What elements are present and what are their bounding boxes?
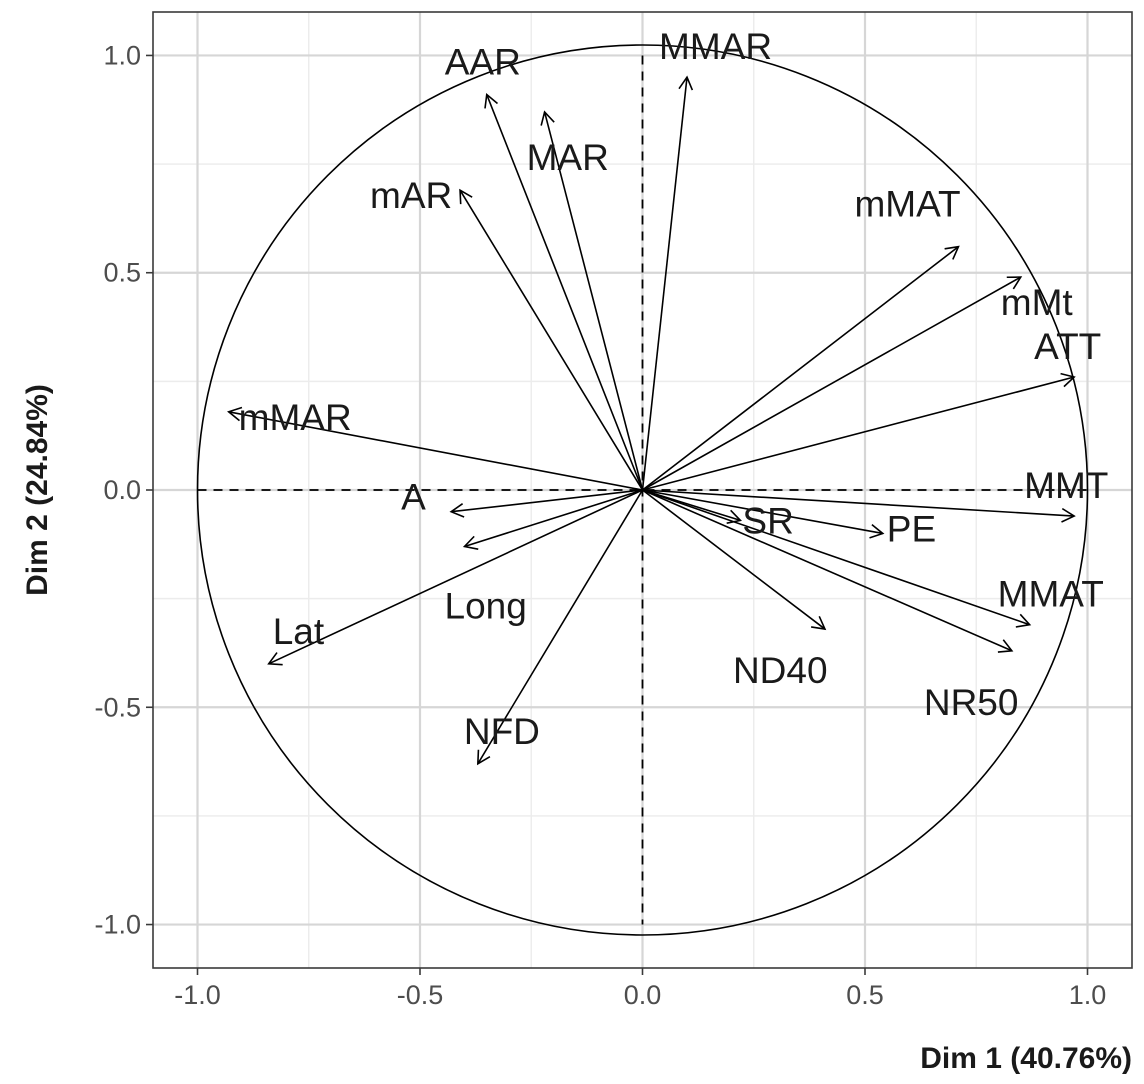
arrow-mmt [642, 489, 1075, 517]
arrow-mar [459, 189, 644, 491]
y-tick-label: 0.5 [103, 258, 141, 288]
x-tick-label: 0.0 [624, 980, 662, 1010]
x-tick-label: 1.0 [1069, 980, 1107, 1010]
arrow-mmar [228, 410, 643, 491]
label-mmat: MMAT [998, 574, 1104, 615]
label-mmat: mMAT [854, 184, 960, 225]
arrowhead-nr50 [997, 639, 1014, 653]
label-mmt: MMT [1024, 465, 1108, 506]
y-axis-ticks: -1.0 -0.5 0.0 0.5 1.0 [94, 40, 153, 940]
arrowhead-att [1060, 372, 1076, 388]
x-axis-title: Dim 1 (40.76%) [920, 1042, 1132, 1075]
arrowhead-mmar [678, 75, 694, 91]
arrow-mmat [642, 489, 1030, 626]
x-axis-ticks: -1.0 -0.5 0.0 0.5 1.0 [174, 968, 1106, 1010]
variable-arrows [227, 75, 1076, 766]
label-sr: SR [742, 500, 793, 541]
arrow-long [464, 489, 643, 548]
y-tick-label: 0.0 [103, 475, 141, 505]
arrow-lat [268, 489, 643, 665]
label-mar: mAR [370, 175, 452, 216]
arrow-mmat [642, 246, 959, 491]
x-tick-label: 0.5 [846, 980, 884, 1010]
arrowhead-pe [869, 524, 885, 539]
x-tick-label: -0.5 [397, 980, 444, 1010]
arrowhead-mar [540, 110, 555, 126]
label-nfd: NFD [464, 711, 540, 752]
label-pe: PE [887, 508, 936, 549]
label-att: ATT [1034, 326, 1101, 367]
arrowhead-mmt [1006, 276, 1023, 290]
y-tick-label: -1.0 [94, 910, 141, 940]
arrowhead-a [449, 503, 465, 518]
arrow-mar [543, 111, 644, 491]
arrow-nr50 [642, 489, 1013, 652]
arrowhead-long [462, 535, 479, 550]
arrow-nfd [477, 489, 644, 765]
arrow-a [451, 489, 643, 513]
label-long: Long [445, 585, 527, 626]
arrow-mmt [642, 276, 1022, 491]
arrowhead-sr [726, 509, 742, 524]
arrowhead-mmat [944, 245, 960, 260]
arrowhead-mmt [1061, 507, 1076, 523]
label-mmar: MMAR [659, 26, 772, 67]
label-mmt: mMt [1001, 282, 1074, 323]
unit-circle [196, 44, 1089, 936]
label-mmar: mMAR [239, 397, 352, 438]
arrowhead-aar [484, 93, 499, 109]
arrow-mmar [641, 77, 688, 491]
arrow-nd40 [642, 489, 826, 630]
arrow-aar [486, 94, 644, 491]
arrowhead-mmar [227, 406, 243, 422]
label-a: A [401, 477, 426, 518]
arrowhead-mmat [1015, 613, 1032, 628]
arrowhead-lat [267, 652, 283, 666]
arrowhead-nfd [476, 749, 491, 766]
x-tick-label: -1.0 [174, 980, 221, 1010]
y-tick-label: 1.0 [103, 40, 141, 70]
label-nr50: NR50 [924, 682, 1019, 723]
y-axis-title: Dim 2 (24.84%) [21, 384, 54, 596]
label-nd40: ND40 [733, 650, 828, 691]
label-mar: MAR [527, 137, 609, 178]
label-aar: AAR [445, 42, 521, 83]
arrowhead-mar [459, 188, 473, 205]
y-tick-label: -0.5 [94, 692, 141, 722]
arrow-pe [642, 489, 883, 535]
label-lat: Lat [273, 611, 325, 652]
arrow-att [642, 376, 1075, 491]
arrowhead-nd40 [810, 615, 827, 631]
